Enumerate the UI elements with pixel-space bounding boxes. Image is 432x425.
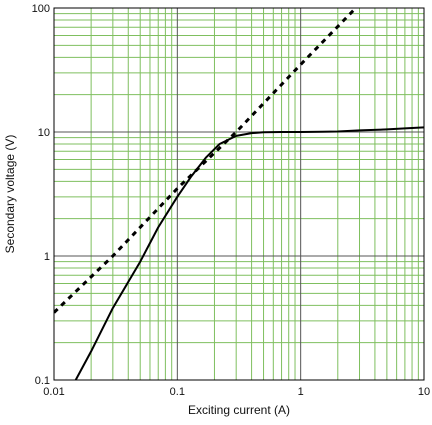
x-tick-label: 10	[418, 386, 430, 398]
series-layer	[54, 8, 424, 380]
y-tick-label: 100	[32, 3, 50, 15]
dotted-series-line	[54, 8, 357, 314]
x-tick-label: 0.1	[170, 386, 185, 398]
plot-frame	[53, 7, 425, 381]
y-axis-label: Secondary voltage (V)	[3, 135, 17, 254]
solid-series-line	[74, 126, 424, 380]
y-tick-label: 10	[38, 127, 50, 139]
y-tick-label: 1	[44, 251, 50, 263]
grid	[53, 7, 425, 381]
x-tick-label: 1	[298, 386, 304, 398]
y-tick-label: 0.1	[35, 375, 50, 387]
x-axis-label: Exciting current (A)	[188, 403, 290, 417]
x-tick-label: 0.01	[43, 386, 64, 398]
